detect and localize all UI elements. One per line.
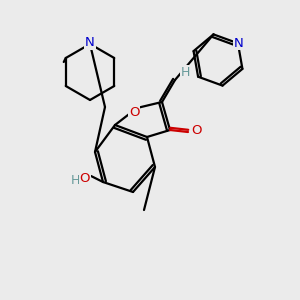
Text: H: H — [70, 173, 80, 187]
Text: N: N — [85, 37, 95, 50]
Text: O: O — [191, 124, 201, 136]
Text: O: O — [129, 106, 139, 119]
Text: N: N — [234, 37, 244, 50]
Text: H: H — [180, 65, 190, 79]
Text: O: O — [80, 172, 90, 184]
